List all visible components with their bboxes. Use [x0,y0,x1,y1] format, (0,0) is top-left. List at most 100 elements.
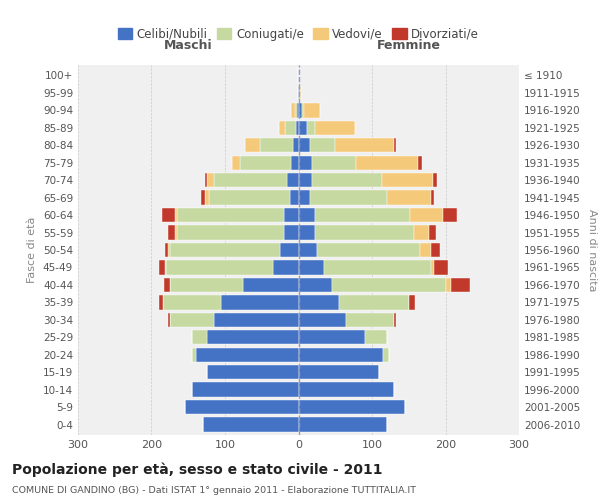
Bar [299,138,310,152]
Bar [260,138,293,152]
Bar [299,260,324,274]
Bar [296,120,299,135]
Bar [166,260,273,274]
Bar [299,86,300,100]
Bar [290,190,299,205]
Bar [175,226,177,239]
Bar [297,103,299,118]
Bar [159,295,163,310]
Bar [170,243,280,257]
Bar [203,418,299,432]
Bar [206,365,299,380]
Bar [284,226,299,239]
Bar [205,190,209,205]
Bar [299,418,387,432]
Bar [299,348,383,362]
Bar [177,226,284,239]
Bar [434,260,448,274]
Bar [299,208,314,222]
Bar [239,156,291,170]
Bar [445,278,451,292]
Bar [221,295,299,310]
Bar [382,173,433,188]
Bar [245,138,260,152]
Bar [298,86,299,100]
Y-axis label: Fasce di età: Fasce di età [28,217,37,283]
Bar [165,243,169,257]
Bar [299,295,339,310]
Bar [299,226,314,239]
Bar [346,312,394,327]
Bar [409,295,415,310]
Bar [196,348,299,362]
Legend: Celibi/Nubili, Coniugati/e, Vedovi/e, Divorziati/e: Celibi/Nubili, Coniugati/e, Vedovi/e, Di… [113,23,484,45]
Bar [291,103,295,118]
Text: Popolazione per età, sesso e stato civile - 2011: Popolazione per età, sesso e stato civil… [12,462,383,477]
Bar [278,120,284,135]
Bar [299,365,379,380]
Bar [205,173,206,188]
Bar [293,138,299,152]
Bar [420,243,431,257]
Bar [206,173,214,188]
Bar [339,295,409,310]
Bar [164,278,170,292]
Bar [299,103,302,118]
Bar [317,243,420,257]
Bar [299,330,365,344]
Bar [312,156,356,170]
Bar [192,348,196,362]
Bar [214,173,287,188]
Bar [169,243,170,257]
Y-axis label: Anni di nascita: Anni di nascita [587,209,597,291]
Bar [232,156,240,170]
Bar [295,103,297,118]
Bar [431,243,440,257]
Bar [169,312,170,327]
Bar [206,330,299,344]
Bar [431,260,434,274]
Bar [165,260,166,274]
Bar [394,312,395,327]
Bar [414,226,428,239]
Bar [310,138,335,152]
Bar [299,400,405,414]
Bar [410,208,443,222]
Bar [214,312,299,327]
Bar [299,156,312,170]
Bar [299,173,312,188]
Bar [335,138,394,152]
Bar [299,120,307,135]
Bar [244,278,299,292]
Bar [202,190,205,205]
Bar [299,190,310,205]
Bar [314,226,414,239]
Bar [431,190,434,205]
Bar [273,260,299,274]
Bar [287,173,299,188]
Bar [387,190,431,205]
Bar [192,330,206,344]
Bar [365,330,387,344]
Bar [299,278,332,292]
Bar [185,400,299,414]
Bar [332,278,445,292]
Bar [418,156,422,170]
Bar [302,103,304,118]
Text: COMUNE DI GANDINO (BG) - Dati ISTAT 1° gennaio 2011 - Elaborazione TUTTITALIA.IT: COMUNE DI GANDINO (BG) - Dati ISTAT 1° g… [12,486,416,495]
Bar [383,348,389,362]
Bar [298,68,299,82]
Bar [167,226,175,239]
Bar [428,226,436,239]
Bar [394,138,396,152]
Bar [170,278,244,292]
Bar [177,208,284,222]
Bar [192,382,299,397]
Bar [451,278,470,292]
Bar [280,243,299,257]
Bar [356,156,418,170]
Bar [314,120,355,135]
Bar [433,173,437,188]
Bar [312,173,382,188]
Bar [159,260,165,274]
